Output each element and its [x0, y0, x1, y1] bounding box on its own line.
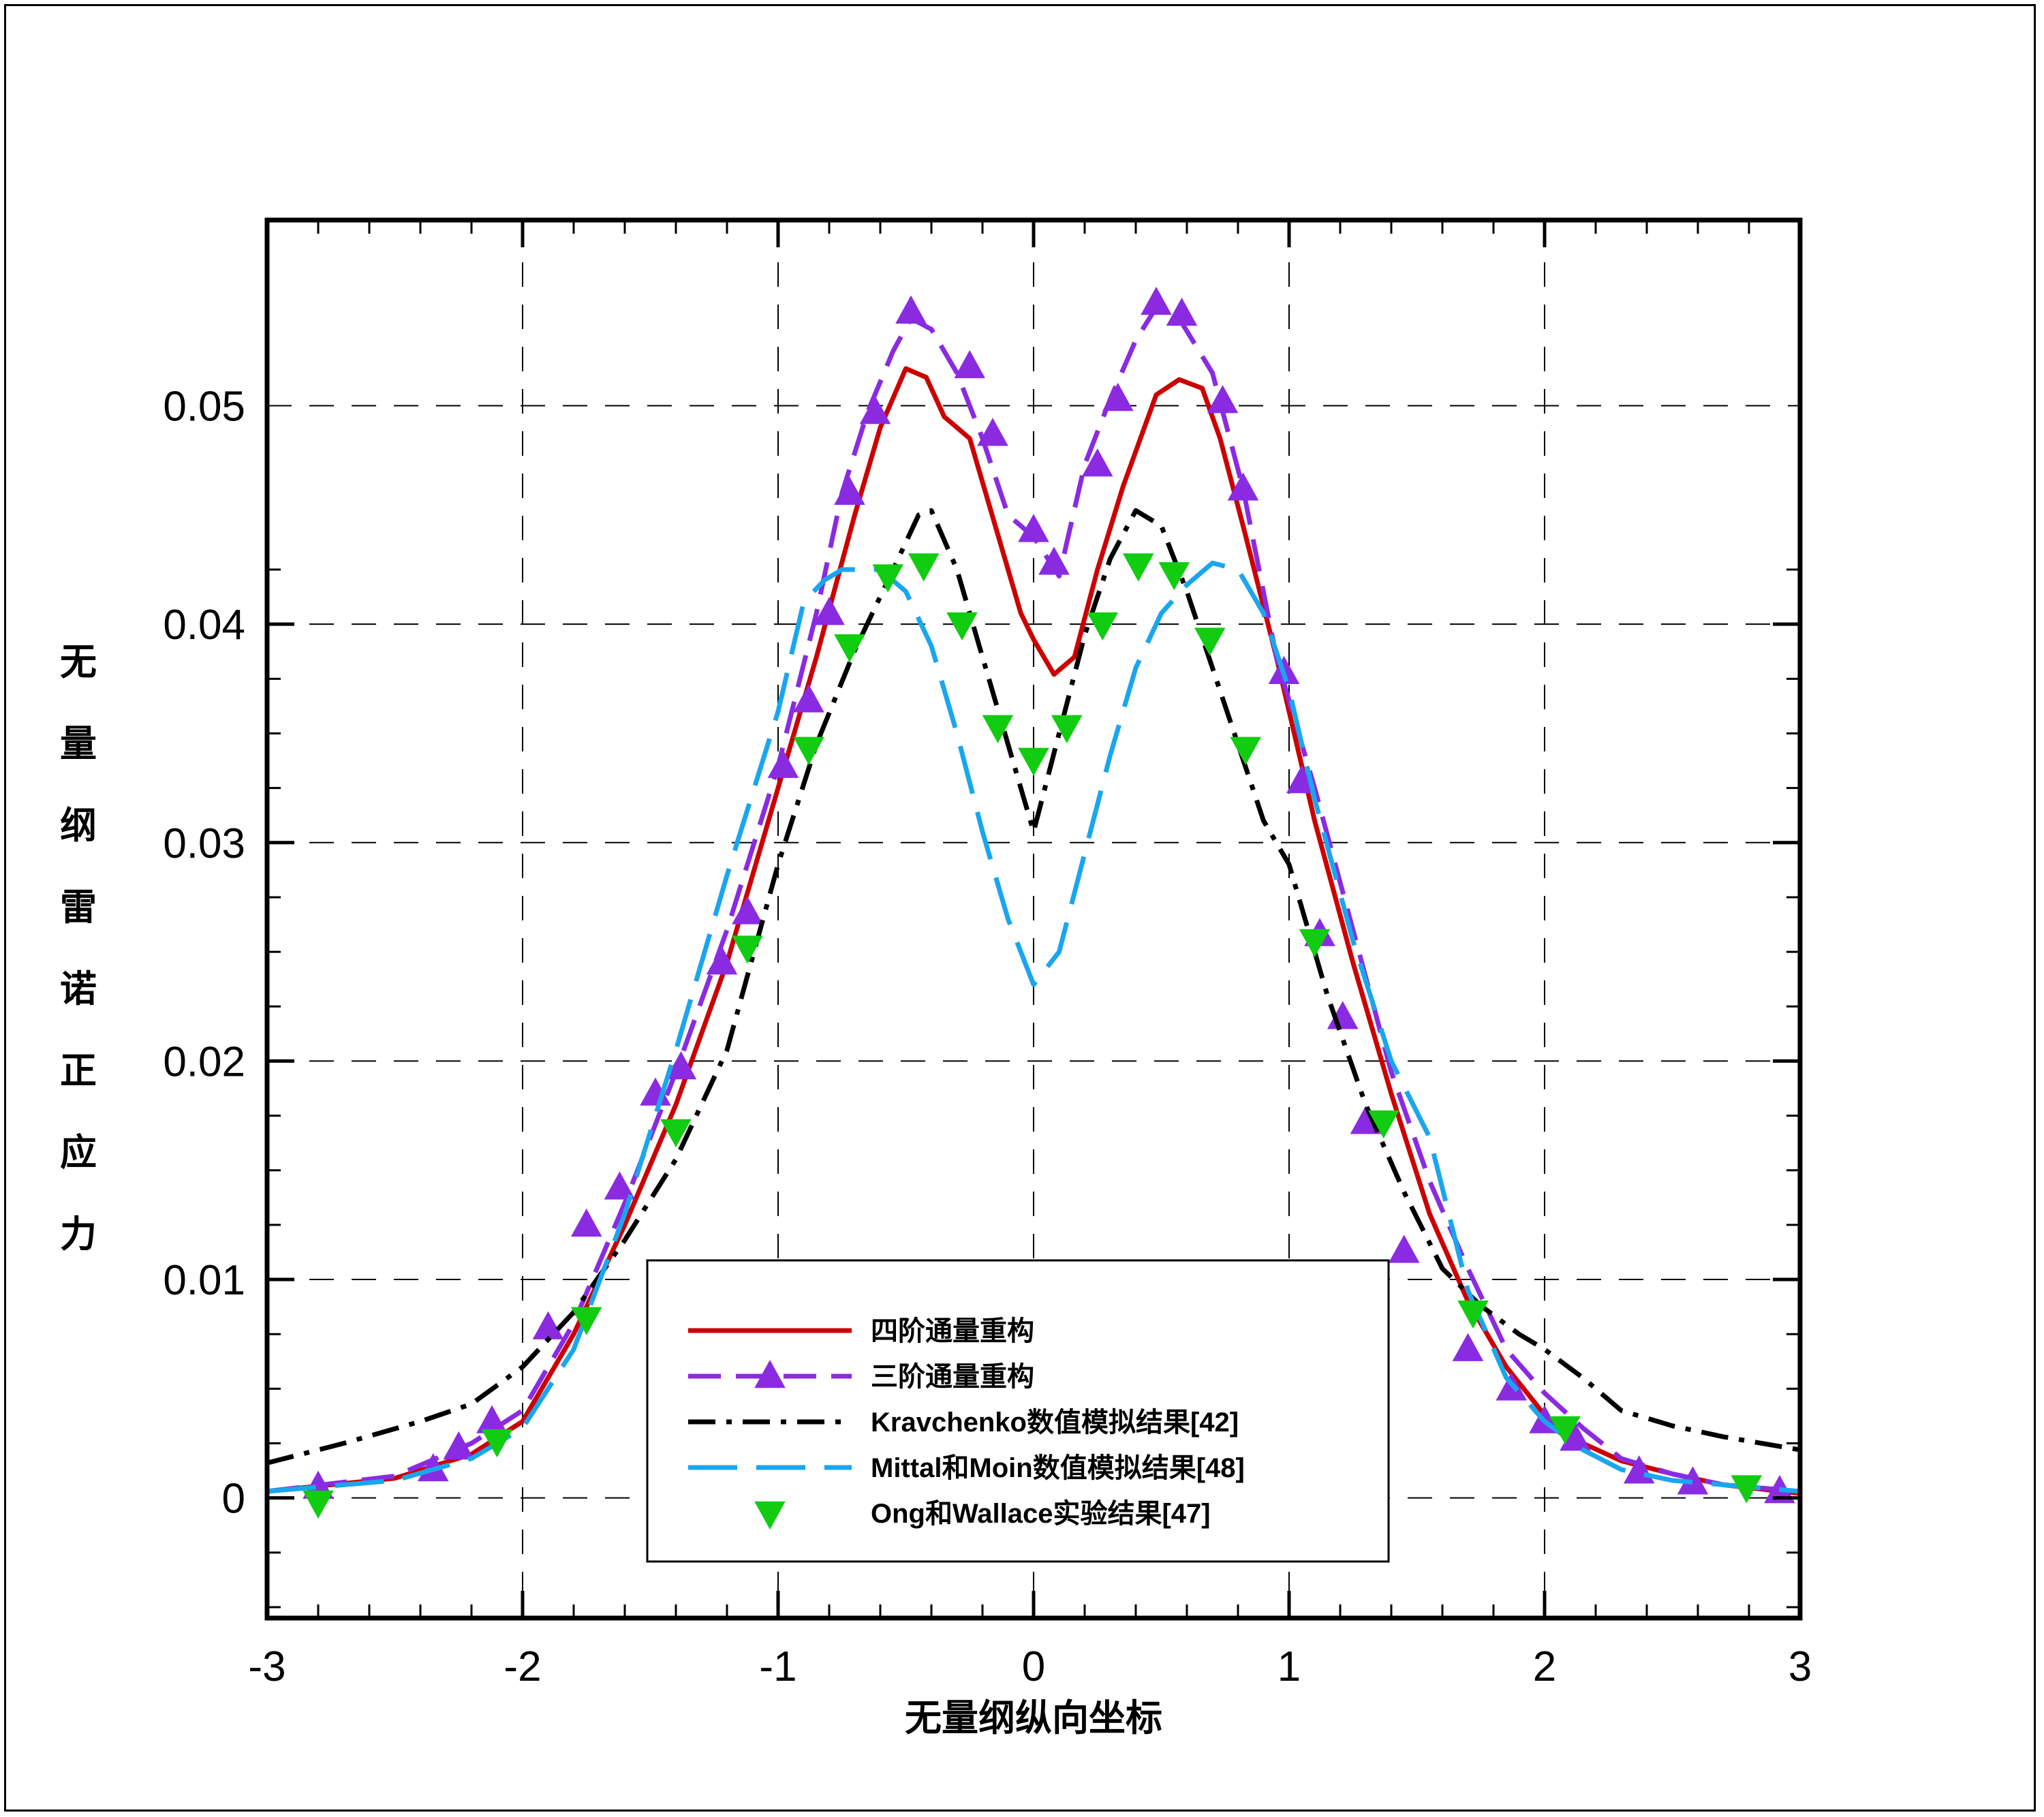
series-marker: [1230, 736, 1262, 765]
y-tick-label: 0.01: [163, 1257, 245, 1304]
series-2: [266, 305, 1801, 1494]
legend-label: Ong和Wallace实验结果[47]: [871, 1499, 1211, 1529]
series-marker: [834, 634, 865, 663]
series-marker: [1731, 1475, 1763, 1504]
series-marker: [977, 418, 1008, 446]
x-tick-label: 0: [1022, 1643, 1045, 1690]
x-tick-label: -2: [504, 1643, 541, 1690]
series-marker: [1158, 562, 1190, 591]
legend-item: Kravchenko数值模拟结果[42]: [688, 1408, 1239, 1438]
series-marker: [1560, 1423, 1591, 1451]
series-marker: [443, 1431, 475, 1460]
series-marker: [732, 935, 763, 964]
series-5: [266, 560, 1801, 1494]
series-line: [266, 305, 1801, 1494]
series-marker: [946, 612, 978, 641]
series-marker: [476, 1405, 508, 1433]
x-tick-label: -1: [759, 1643, 796, 1690]
legend-label: Mittal和Moin数值模拟结果[48]: [871, 1453, 1245, 1483]
series-marker: [481, 1429, 513, 1458]
y-tick-label: 0.04: [163, 602, 245, 649]
legend-label: 三阶通量重构: [871, 1362, 1034, 1392]
series-marker: [908, 553, 940, 582]
series-marker: [1018, 747, 1049, 776]
series-marker: [1677, 1466, 1709, 1495]
x-axis-title: 无量纲纵向坐标: [905, 1698, 1162, 1739]
figure-frame: [4, 4, 2036, 1812]
series-marker: [872, 564, 904, 593]
x-tick-label: -3: [248, 1643, 285, 1690]
plot-series: [266, 286, 1801, 1519]
series-marker: [1452, 1333, 1484, 1361]
series-marker: [303, 1490, 334, 1519]
legend-item: Mittal和Moin数值模拟结果[48]: [688, 1453, 1245, 1483]
series-marker: [532, 1311, 564, 1339]
series-marker: [665, 1051, 697, 1080]
series-marker: [1166, 297, 1198, 326]
y-axis-title: 无量纲雷诺正应力: [60, 642, 97, 1255]
series-marker: [1457, 1300, 1489, 1329]
legend-item: 四阶通量重构: [688, 1316, 1034, 1346]
series-marker: [954, 350, 986, 379]
series-marker: [660, 1119, 692, 1148]
series-3: [303, 286, 1795, 1504]
legend-label: 四阶通量重构: [871, 1316, 1034, 1346]
series-marker: [1388, 1234, 1420, 1263]
series-marker: [1141, 286, 1172, 315]
series-marker: [1367, 1110, 1399, 1139]
series-marker: [1087, 612, 1119, 641]
legend-swatch-marker: [754, 1360, 786, 1388]
x-tick-label: 1: [1278, 1643, 1301, 1690]
series-marker: [1207, 385, 1239, 414]
y-tick-label: 0.03: [163, 820, 245, 867]
series-marker: [982, 715, 1014, 743]
series-marker: [814, 597, 845, 625]
series-marker: [1549, 1416, 1581, 1445]
series-line: [266, 508, 1801, 1465]
series-4: [266, 508, 1801, 1465]
series-marker: [767, 749, 799, 778]
series-marker: [1194, 627, 1226, 656]
tick-labels: -3 -2 -1 0 1 2 3 0 0.01 0.02 0.03 0.04 0.05: [163, 384, 1812, 1690]
series-marker: [895, 295, 927, 324]
series-marker: [1299, 929, 1331, 958]
series-marker: [1018, 514, 1049, 542]
series-marker: [1038, 546, 1070, 575]
series-marker: [732, 896, 763, 925]
series-marker: [1102, 382, 1134, 411]
series-marker: [859, 396, 891, 424]
series-marker: [793, 684, 824, 713]
legend-swatch-marker: [754, 1501, 786, 1529]
series-marker: [793, 736, 824, 765]
series-marker: [1081, 448, 1113, 477]
legend-item: 三阶通量重构: [688, 1360, 1034, 1392]
series-marker: [834, 476, 865, 506]
series-marker: [1051, 715, 1083, 743]
axis-ticks: [265, 220, 1802, 1618]
y-tick-label: 0: [222, 1476, 245, 1523]
legend-label: Kravchenko数值模拟结果[42]: [871, 1408, 1239, 1438]
series-marker: [706, 946, 738, 975]
legend-item: Ong和Wallace实验结果[47]: [754, 1499, 1211, 1529]
series-marker: [570, 1208, 602, 1237]
x-tick-label: 2: [1533, 1643, 1556, 1690]
series-marker: [604, 1171, 636, 1200]
y-tick-label: 0.05: [163, 384, 245, 431]
series-6: [303, 553, 1763, 1519]
series-marker: [1227, 472, 1259, 501]
series-marker: [570, 1307, 602, 1335]
x-tick-label: 3: [1788, 1643, 1812, 1690]
series-marker: [1122, 553, 1154, 582]
series-line: [266, 560, 1801, 1494]
y-tick-label: 0.02: [163, 1038, 245, 1085]
